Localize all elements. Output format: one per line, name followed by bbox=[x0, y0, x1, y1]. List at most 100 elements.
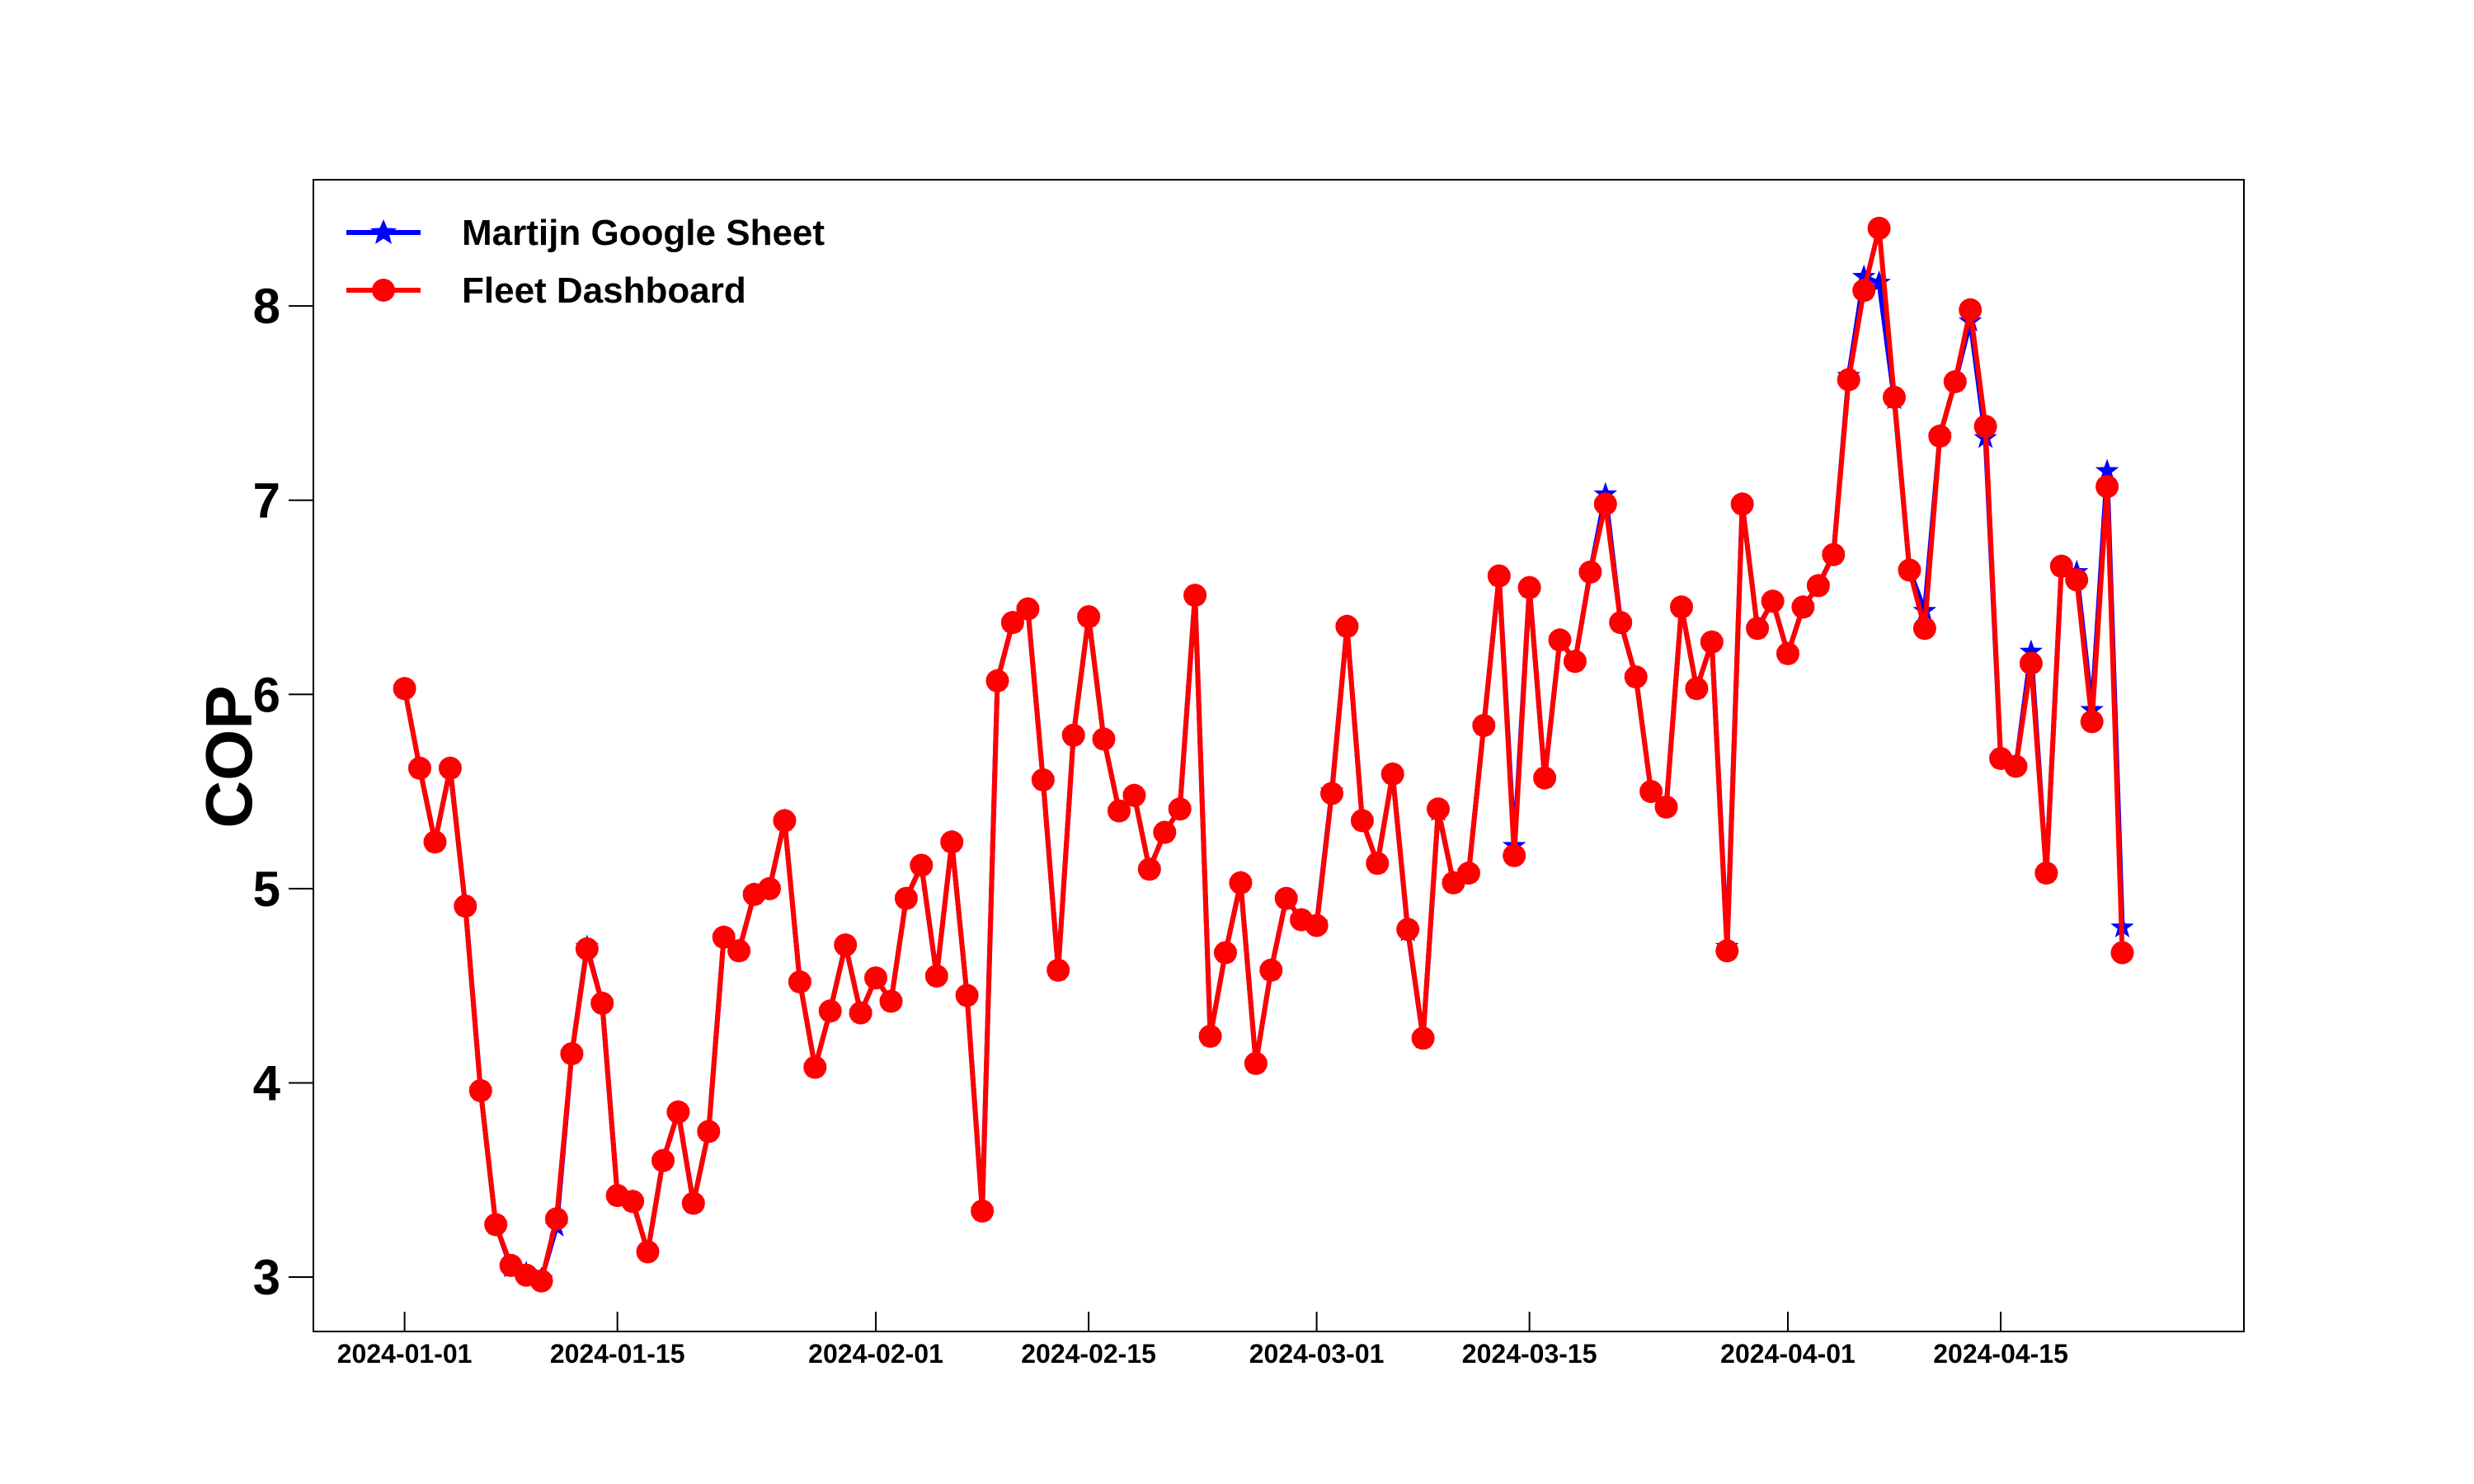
data-point-star bbox=[2095, 458, 2119, 481]
data-point-circle bbox=[1274, 886, 1298, 910]
data-point-circle bbox=[971, 1199, 995, 1223]
data-point-circle bbox=[2080, 710, 2104, 734]
series-line bbox=[402, 274, 2125, 1282]
data-point-circle bbox=[834, 933, 858, 957]
data-point-circle bbox=[1259, 958, 1283, 982]
data-point-circle bbox=[1137, 857, 1161, 881]
data-point-circle bbox=[1335, 614, 1359, 638]
data-point-circle bbox=[1503, 843, 1526, 867]
data-point-circle bbox=[1427, 797, 1450, 821]
series-line bbox=[402, 225, 2125, 1284]
data-point-circle bbox=[2019, 651, 2043, 675]
data-point-circle bbox=[924, 964, 948, 988]
x-tick-label: 2024-02-15 bbox=[1021, 1339, 1156, 1369]
data-point-circle bbox=[1730, 492, 1754, 516]
data-point-circle bbox=[758, 876, 781, 900]
data-point-circle bbox=[879, 989, 903, 1013]
x-axis: 2024-01-01 2024-01-15 2024-02-01 2024-02-15… bbox=[337, 1312, 2068, 1369]
data-point-circle bbox=[1153, 820, 1177, 844]
data-point-circle bbox=[1715, 939, 1739, 963]
data-point-circle bbox=[1943, 370, 1967, 393]
data-point-circle bbox=[1456, 862, 1480, 885]
data-point-circle bbox=[1108, 799, 1131, 823]
data-point-circle bbox=[1791, 595, 1815, 619]
data-point-circle bbox=[1533, 766, 1557, 790]
data-point-circle bbox=[1350, 809, 1374, 833]
data-point-circle bbox=[1244, 1051, 1268, 1075]
data-point-circle bbox=[1487, 564, 1511, 588]
data-point-circle bbox=[1593, 492, 1617, 516]
data-point-circle bbox=[1852, 279, 1876, 303]
data-point-circle bbox=[590, 991, 614, 1015]
data-point-circle bbox=[849, 1001, 872, 1025]
data-point-circle bbox=[985, 669, 1009, 693]
data-point-circle bbox=[1685, 677, 1709, 701]
data-point-circle bbox=[1229, 871, 1253, 895]
data-point-circle bbox=[1563, 650, 1587, 674]
data-point-circle bbox=[636, 1240, 660, 1264]
data-point-circle bbox=[1047, 958, 1070, 982]
data-point-circle bbox=[1822, 542, 1846, 566]
data-point-circle bbox=[423, 830, 447, 854]
y-tick-label: 6 bbox=[253, 667, 280, 722]
data-point-circle bbox=[955, 984, 979, 1007]
data-point-circle bbox=[1624, 665, 1648, 689]
data-point-circle bbox=[940, 830, 964, 854]
data-point-circle bbox=[1578, 560, 1602, 584]
data-point-circle bbox=[1472, 714, 1496, 737]
data-point-circle bbox=[2095, 475, 2119, 499]
data-point-circle bbox=[773, 809, 797, 833]
data-point-circle bbox=[1380, 762, 1404, 786]
data-point-circle bbox=[1077, 605, 1101, 629]
data-point-circle bbox=[544, 1207, 568, 1231]
data-point-circle bbox=[454, 895, 477, 918]
data-point-circle bbox=[1092, 727, 1116, 751]
data-point-circle bbox=[1959, 298, 1982, 322]
data-point-circle bbox=[1912, 617, 1936, 641]
data-point-circle bbox=[1016, 597, 1040, 621]
data-point-circle bbox=[1548, 628, 1572, 652]
data-point-circle bbox=[2065, 568, 2089, 592]
data-point-circle bbox=[1806, 574, 1830, 598]
data-point-circle bbox=[788, 970, 811, 993]
data-point-circle bbox=[1761, 589, 1785, 613]
data-point-circle bbox=[818, 999, 842, 1023]
data-point-circle bbox=[1928, 425, 1952, 448]
data-point-circle bbox=[1396, 918, 1420, 942]
data-point-star bbox=[1867, 270, 1891, 293]
data-point-circle bbox=[1198, 1024, 1222, 1048]
data-point-circle bbox=[1609, 611, 1633, 635]
data-point-circle bbox=[697, 1120, 721, 1144]
data-point-circle bbox=[1031, 768, 1055, 791]
plot-area bbox=[393, 216, 2134, 1293]
data-point-circle bbox=[2110, 941, 2134, 965]
data-point-circle bbox=[621, 1190, 645, 1214]
data-point-circle bbox=[529, 1269, 553, 1293]
data-point-circle bbox=[560, 1042, 584, 1066]
data-point-circle bbox=[2049, 554, 2073, 578]
data-point-circle bbox=[468, 1078, 492, 1102]
data-point-circle bbox=[408, 756, 431, 780]
data-point-circle bbox=[1183, 584, 1207, 608]
y-tick-label: 8 bbox=[253, 279, 280, 334]
y-tick-label: 7 bbox=[253, 473, 280, 528]
data-point-circle bbox=[1168, 797, 1192, 821]
data-point-circle bbox=[1883, 385, 1906, 409]
x-tick-label: 2024-03-15 bbox=[1462, 1339, 1597, 1369]
data-point-circle bbox=[1000, 611, 1024, 635]
data-point-circle bbox=[1305, 913, 1329, 937]
data-point-circle bbox=[1700, 630, 1724, 654]
data-point-circle bbox=[666, 1100, 690, 1124]
data-point-circle bbox=[864, 966, 887, 990]
data-point-circle bbox=[1654, 795, 1678, 819]
y-tick-label: 4 bbox=[253, 1055, 281, 1111]
data-point-circle bbox=[1320, 782, 1343, 805]
series-martijn-google-sheet bbox=[393, 264, 2134, 1289]
data-point-circle bbox=[438, 756, 462, 780]
x-tick-label: 2024-02-01 bbox=[808, 1339, 943, 1369]
data-point-circle bbox=[803, 1055, 827, 1079]
y-axis-title: COP bbox=[192, 685, 266, 828]
x-tick-label: 2024-04-01 bbox=[1720, 1339, 1856, 1369]
data-point-circle bbox=[2034, 862, 2058, 885]
data-point-circle bbox=[1639, 780, 1663, 804]
